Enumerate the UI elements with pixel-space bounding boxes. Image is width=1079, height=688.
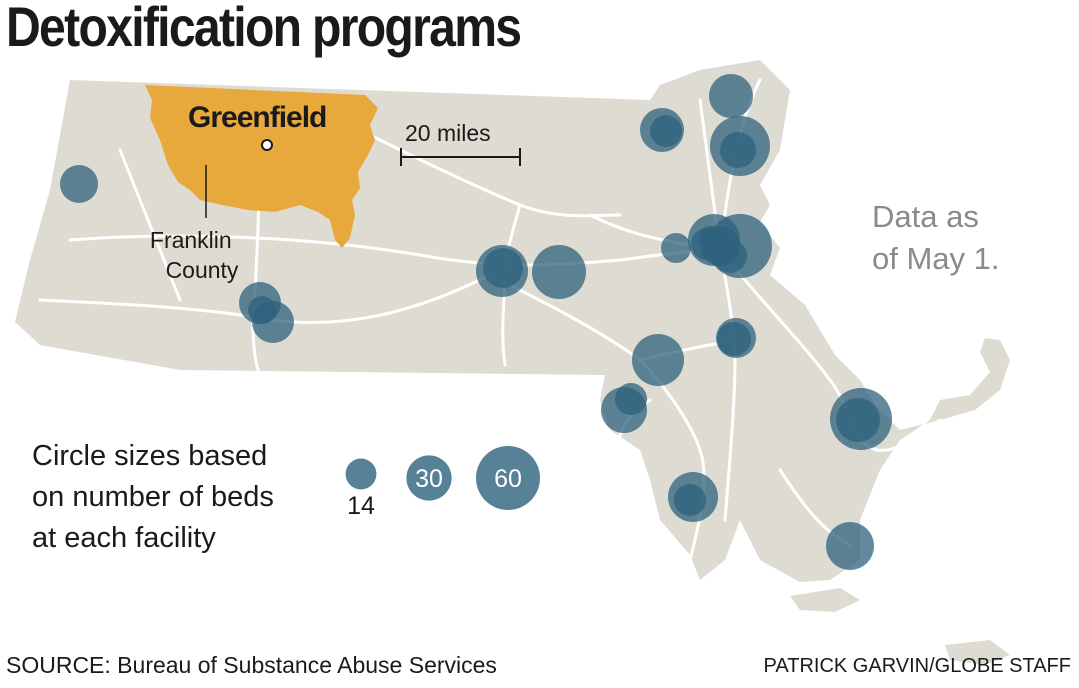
data-date-note: Data as of May 1.	[872, 196, 1062, 280]
legend-line: Circle sizes based	[32, 440, 268, 472]
facility-circle	[248, 296, 276, 324]
county-label: Franklin County	[150, 227, 239, 283]
note-line: of May 1.	[872, 241, 1000, 276]
facility-circle	[836, 398, 880, 442]
legend-description: Circle sizes based on number of beds at …	[32, 436, 332, 559]
facility-circle	[699, 226, 723, 250]
legend-line: at each facility	[32, 522, 216, 554]
island-marthas-vineyard	[790, 588, 860, 612]
franklin-county-shape	[145, 85, 378, 248]
facility-circle	[601, 387, 647, 433]
chart-title: Detoxification programs	[6, 0, 522, 58]
legend-circles: 14 30 60	[345, 446, 540, 520]
legend-circle-30	[406, 455, 452, 501]
source-note: SOURCE: Bureau of Substance Abuse Servic…	[6, 652, 497, 678]
facility-circle	[60, 165, 98, 203]
legend-line: on number of beds	[32, 481, 274, 513]
scale-label: 20 miles	[405, 120, 491, 146]
legend-circle-60	[476, 446, 540, 510]
facility-circle	[720, 132, 756, 168]
note-line: Data as	[872, 199, 979, 234]
legend-label-60: 60	[494, 465, 522, 493]
facility-circle	[661, 233, 691, 263]
facility-circle	[709, 74, 753, 118]
facility-circle	[826, 522, 874, 570]
facility-circle	[717, 322, 751, 356]
legend-label-14: 14	[347, 492, 375, 520]
facility-circles	[60, 74, 892, 570]
greenfield-label: Greenfield	[188, 101, 326, 134]
legend-label-30: 30	[415, 465, 443, 493]
facility-circle	[674, 484, 706, 516]
legend-circle-14	[345, 458, 377, 490]
scale-bar	[400, 148, 521, 166]
facility-circle	[483, 248, 523, 288]
facility-circle	[532, 245, 586, 299]
facility-circle	[650, 115, 682, 147]
facility-circle	[632, 334, 684, 386]
island-nantucket	[945, 640, 1010, 665]
credit-note: PATRICK GARVIN/GLOBE STAFF	[763, 655, 1071, 677]
greenfield-marker	[261, 139, 273, 151]
